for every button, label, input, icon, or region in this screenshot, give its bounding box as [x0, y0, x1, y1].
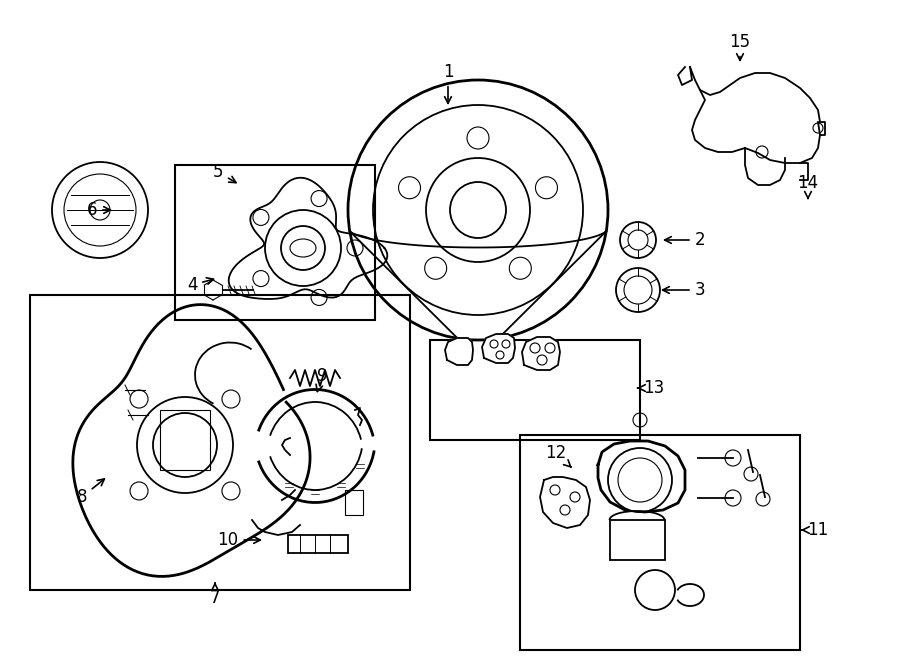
Text: 3: 3 [662, 281, 706, 299]
Text: 5: 5 [212, 163, 236, 182]
Bar [175, 165, 375, 320]
Circle shape [608, 448, 672, 512]
Text: 7: 7 [210, 583, 220, 607]
Text: 12: 12 [545, 444, 571, 467]
Text: 11: 11 [802, 521, 829, 539]
Text: 10: 10 [218, 531, 260, 549]
Bar [160, 410, 210, 470]
Bar [520, 435, 800, 650]
Bar [430, 340, 640, 440]
Polygon shape [445, 338, 473, 365]
Bar [610, 520, 665, 560]
Text: 8: 8 [76, 479, 104, 506]
Text: 13: 13 [638, 379, 664, 397]
Text: 1: 1 [443, 63, 454, 103]
Text: 15: 15 [729, 33, 751, 60]
Text: 4: 4 [187, 276, 213, 294]
Polygon shape [540, 477, 590, 528]
Bar [345, 490, 363, 515]
Text: 14: 14 [797, 174, 819, 198]
Polygon shape [522, 337, 560, 370]
Polygon shape [598, 441, 685, 512]
Bar [288, 535, 348, 553]
Text: 9: 9 [316, 367, 328, 391]
Text: 2: 2 [664, 231, 706, 249]
Polygon shape [482, 334, 515, 363]
Bar [30, 295, 410, 590]
Text: 6: 6 [86, 201, 111, 219]
